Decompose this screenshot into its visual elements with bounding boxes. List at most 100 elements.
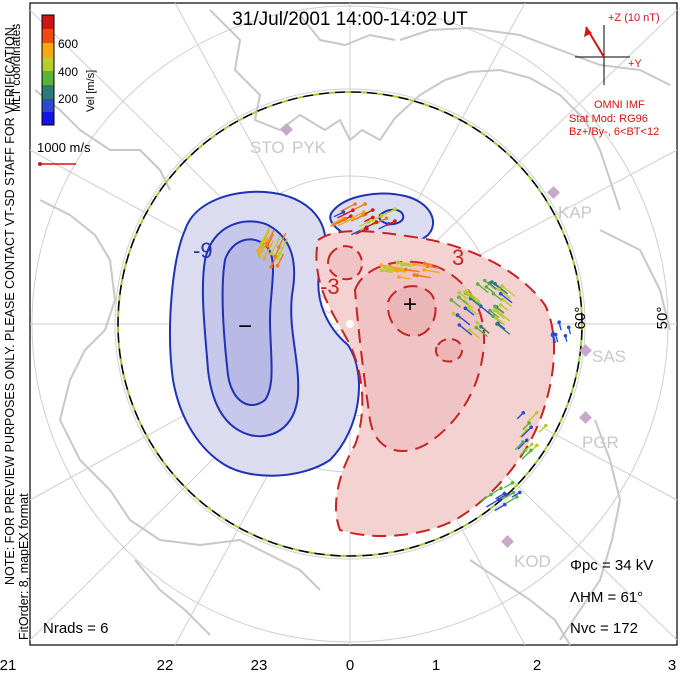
station-label-pyk: PYK	[292, 138, 327, 157]
velocity-vector-origin	[277, 245, 281, 249]
velocity-vector	[279, 237, 289, 254]
velocity-vector-origin	[275, 256, 280, 261]
colorbar-segment	[42, 71, 54, 85]
velocity-vector	[498, 288, 511, 300]
potential-maximum-marker: +	[403, 291, 417, 318]
velocity-vector	[496, 310, 511, 322]
velocity-vector	[484, 279, 497, 291]
velocity-vector-origin	[544, 423, 548, 428]
velocity-vector	[464, 291, 478, 303]
velocity-vector-origin	[499, 486, 503, 491]
velocity-vector	[493, 309, 505, 320]
velocity-vector	[527, 412, 538, 423]
velocity-vector-origin	[422, 261, 427, 266]
velocity-vector	[521, 449, 532, 460]
velocity-vector	[489, 310, 500, 319]
velocity-vector-origin	[482, 278, 487, 283]
velocity-vector	[329, 217, 346, 227]
velocity-vector-origin	[351, 216, 355, 220]
velocity-vector	[514, 441, 524, 451]
colorbar-label: Vel [m/s]	[85, 70, 97, 112]
colorbar-segment	[42, 99, 54, 112]
velocity-vector-origin	[457, 295, 461, 300]
velocity-vector-origin	[343, 216, 348, 221]
velocity-vector-origin	[494, 316, 499, 321]
velocity-vector	[464, 307, 475, 316]
colorbar-tick-400: 400	[58, 65, 78, 79]
velocity-vector-origin	[393, 207, 397, 211]
velocity-vector-origin	[269, 265, 273, 269]
velocity-vector-origin	[497, 287, 501, 292]
velocity-vector-origin	[515, 495, 519, 499]
velocity-vector-origin	[550, 333, 555, 337]
station-marker-kod	[501, 535, 514, 548]
velocity-vector-origin	[530, 442, 534, 447]
colorbar-segment	[42, 112, 54, 125]
velocity-vector-origin	[493, 304, 497, 309]
velocity-vector-origin	[382, 266, 387, 270]
velocity-vector	[258, 236, 269, 255]
velocity-vector	[467, 291, 481, 303]
mlt-tick-21: 21	[0, 657, 16, 674]
plot-title: 31/Jul/2001 14:00-14:02 UT	[232, 9, 468, 30]
velocity-vector-origin	[491, 314, 495, 319]
velocity-vector	[413, 263, 426, 267]
coordinate-system-label: MLT coordinates	[9, 24, 23, 112]
station-label-sto: STO	[250, 138, 285, 157]
velocity-vector-origin	[269, 251, 274, 256]
radar-count: Nrads = 6	[43, 620, 108, 637]
velocity-vector-origin	[521, 440, 525, 444]
velocity-vector	[397, 261, 412, 265]
velocity-vector-origin	[422, 268, 426, 272]
velocity-vector-origin	[463, 306, 468, 311]
velocity-vector	[501, 285, 516, 297]
velocity-vector-origin	[535, 443, 539, 448]
velocity-vector-origin	[491, 291, 496, 296]
mlt-tick-3: 3	[668, 657, 676, 674]
lat-label-50: 50°	[654, 307, 671, 330]
velocity-vector	[350, 214, 364, 222]
velocity-vector-origin	[484, 285, 489, 289]
velocity-vector-origin	[510, 481, 515, 485]
velocity-vector-origin	[467, 328, 472, 332]
velocity-vector	[355, 227, 368, 235]
velocity-vector-origin	[257, 254, 262, 259]
velocity-vector-origin	[521, 411, 526, 415]
velocity-vector	[270, 235, 282, 254]
velocity-vector	[381, 208, 396, 217]
velocity-vector-origin	[371, 208, 375, 212]
velocity-vector	[494, 283, 508, 295]
velocity-vector-origin	[503, 493, 508, 497]
velocity-vector-origin	[500, 284, 504, 288]
velocity-vector-origin	[260, 241, 264, 245]
velocity-vector	[458, 324, 473, 336]
velocity-vector	[398, 276, 411, 280]
velocity-vector-origin	[529, 425, 533, 430]
velocity-vector-origin	[518, 490, 522, 495]
imf-y-label: +Y	[628, 58, 642, 70]
velocity-vector-origin	[499, 303, 503, 307]
velocity-vector-origin	[498, 291, 503, 296]
colorbar-frame	[41, 14, 55, 126]
velocity-vector-origin	[262, 256, 267, 261]
lat-label-60: 60°	[572, 307, 589, 330]
velocity-vector-origin	[449, 298, 454, 302]
velocity-vector	[500, 293, 513, 304]
mlt-tick-23: 23	[251, 657, 268, 674]
velocity-vector-origin	[384, 216, 389, 221]
velocity-scale-label: 1000 m/s	[37, 140, 91, 155]
velocity-vector-origin	[403, 267, 408, 272]
hm-latitude: ΛHM = 61°	[570, 589, 643, 606]
colorbar-segment	[42, 15, 54, 29]
velocity-vector	[480, 305, 495, 318]
velocity-vector-origin	[395, 268, 399, 273]
velocity-vector-origin	[479, 324, 483, 329]
imf-source: OMNI IMF	[594, 99, 645, 111]
velocity-vector-origin	[495, 322, 499, 326]
velocity-vector-origin	[566, 325, 571, 330]
velocity-vector-origin	[379, 268, 384, 273]
velocity-vector	[505, 496, 518, 505]
hm-boundary-green	[117, 91, 583, 557]
contour-label-minus9: -9	[193, 238, 213, 263]
